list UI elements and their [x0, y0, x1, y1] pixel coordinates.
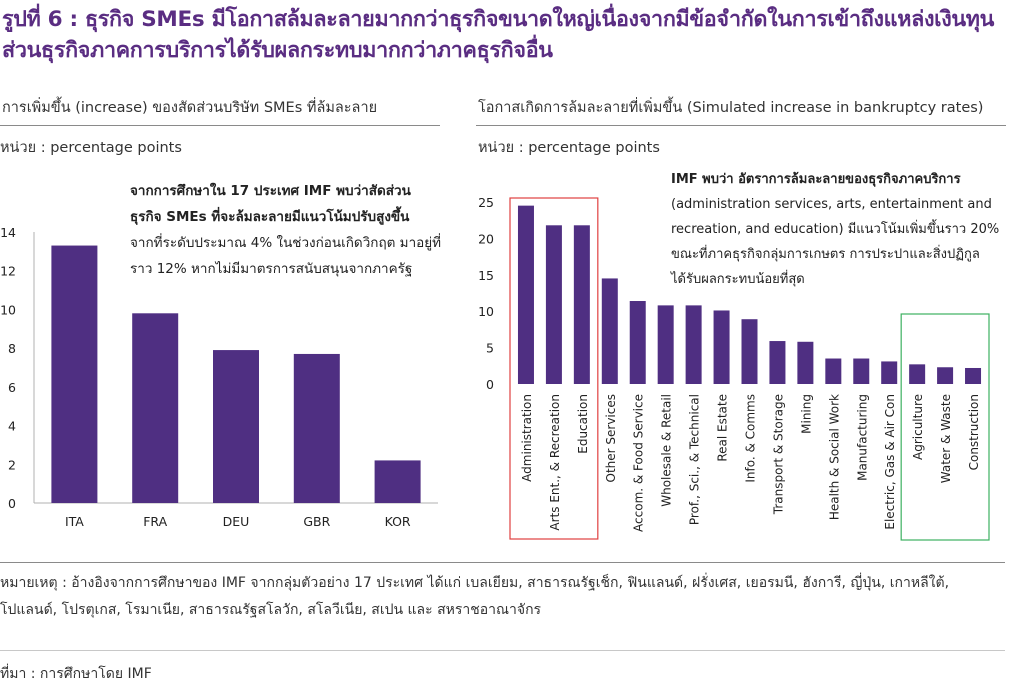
left-category-label: KOR [385, 514, 411, 529]
figure-title: รูปที่ 6 : ธุรกิจ SMEs มีโอกาสล้มละลายมา… [2, 7, 995, 63]
source-line: ที่มา : การศึกษาโดย IMF [0, 666, 152, 682]
right-category-label: Water & Waste [939, 394, 953, 483]
right-bar [713, 310, 730, 384]
right-bar [629, 301, 646, 384]
left-bar-kor [374, 460, 421, 503]
left-divider [0, 125, 440, 126]
right-annotation-text-3: ขณะที่ภาคธุรกิจกลุ่มการเกษตร การประปาและ… [671, 245, 980, 262]
right-category-label: Administration [520, 394, 534, 482]
right-bar [909, 364, 926, 384]
right-bar [825, 358, 842, 384]
right-bar [657, 305, 674, 384]
left-unit-label: หน่วย : percentage points [0, 140, 182, 156]
left-category-label: GBR [303, 514, 330, 529]
left-y-tick-label: 10 [0, 302, 16, 317]
right-category-label: Accom. & Food Service [632, 394, 646, 532]
right-category-label: Info. & Comms [744, 394, 758, 483]
footnote: หมายเหตุ : อ้างอิงจากการศึกษาของ IMF จาก… [0, 575, 950, 618]
right-category-label: Arts Ent., & Recreation [548, 394, 562, 531]
left-y-tick-label: 2 [8, 457, 16, 472]
note-divider-bottom [0, 650, 1005, 651]
right-bar [685, 305, 702, 384]
right-category-label: Prof., Sci., & Technical [688, 394, 702, 525]
right-bar [573, 225, 590, 384]
right-annotation-bold: IMF พบว่า อัตราการล้มละลายของธุรกิจภาคบร… [671, 171, 961, 187]
right-chart-subtitle: โอกาสเกิดการล้มละลายที่เพิ่มขึ้น (Simula… [478, 100, 984, 116]
left-bar-ita [51, 245, 98, 504]
right-category-label: Real Estate [716, 394, 730, 462]
right-bar [545, 225, 562, 384]
left-annotation-text-2: ราว 12% หากไม่มีมาตรการสนับสนุนจากภาครัฐ [130, 261, 412, 277]
right-category-label: Wholesale & Retail [660, 394, 674, 507]
right-divider [476, 125, 1006, 126]
left-y-tick-label: 8 [8, 341, 16, 356]
highlight-box-services [509, 197, 599, 540]
right-annotation-text-4: ได้รับผลกระทบน้อยที่สุด [670, 270, 805, 287]
left-annotation-bold-1: จากการศึกษาใน 17 ประเทศ IMF พบว่าสัดส่วน [130, 182, 412, 199]
right-category-label: Manufacturing [855, 394, 869, 481]
right-category-label: Electric, Gas & Air Con [883, 394, 897, 530]
right-y-tick-label: 25 [478, 195, 494, 210]
right-y-tick-label: 20 [478, 231, 494, 246]
left-y-tick-label: 0 [8, 496, 16, 511]
left-category-label: ITA [65, 514, 84, 529]
note-divider-top [0, 562, 1005, 563]
right-bar [937, 367, 954, 384]
right-bar [741, 319, 758, 384]
right-annotation-text-1: (administration services, arts, entertai… [671, 197, 992, 212]
left-bar-gbr [293, 353, 340, 503]
highlight-box-low-impact [900, 313, 990, 541]
left-y-tick-label: 12 [0, 264, 16, 279]
right-bar [797, 341, 814, 384]
right-y-tick-label: 0 [486, 377, 494, 392]
right-y-tick-label: 10 [478, 304, 494, 319]
right-bar [881, 361, 898, 384]
left-category-label: FRA [143, 514, 167, 529]
right-bar [965, 367, 982, 384]
left-bar-fra [132, 313, 179, 503]
right-bar [517, 205, 534, 384]
left-y-tick-label: 14 [0, 225, 16, 240]
right-bar [769, 341, 786, 384]
right-y-tick-label: 5 [486, 341, 494, 356]
right-bar [853, 358, 870, 384]
right-category-label: Mining [799, 394, 813, 434]
left-y-tick-label: 6 [8, 380, 16, 395]
left-bar-deu [213, 350, 259, 503]
right-y-tick-label: 15 [478, 268, 494, 283]
left-category-label: DEU [223, 514, 250, 529]
right-unit-label: หน่วย : percentage points [478, 140, 660, 156]
right-bar [601, 278, 618, 384]
right-category-label: Construction [967, 394, 981, 470]
right-annotation-text-2: recreation, and education) มีแนวโน้มเพิ่… [671, 219, 999, 237]
left-annotation-text-1: จากที่ระดับประมาณ 4% ในช่วงก่อนเกิดวิกฤต… [130, 233, 441, 251]
left-chart-subtitle: การเพิ่มขึ้น (increase) ของสัดส่วนบริษัท… [2, 100, 378, 116]
right-category-label: Agriculture [911, 394, 925, 460]
right-category-label: Transport & Storage [771, 394, 785, 515]
left-y-tick-label: 4 [8, 419, 16, 434]
left-annotation-bold-2: ธุรกิจ SMEs ที่จะล้มละลายมีแนวโน้มปรับสู… [130, 206, 410, 225]
right-category-label: Education [576, 394, 590, 454]
right-category-label: Health & Social Work [827, 394, 841, 520]
right-category-label: Other Services [604, 394, 618, 483]
